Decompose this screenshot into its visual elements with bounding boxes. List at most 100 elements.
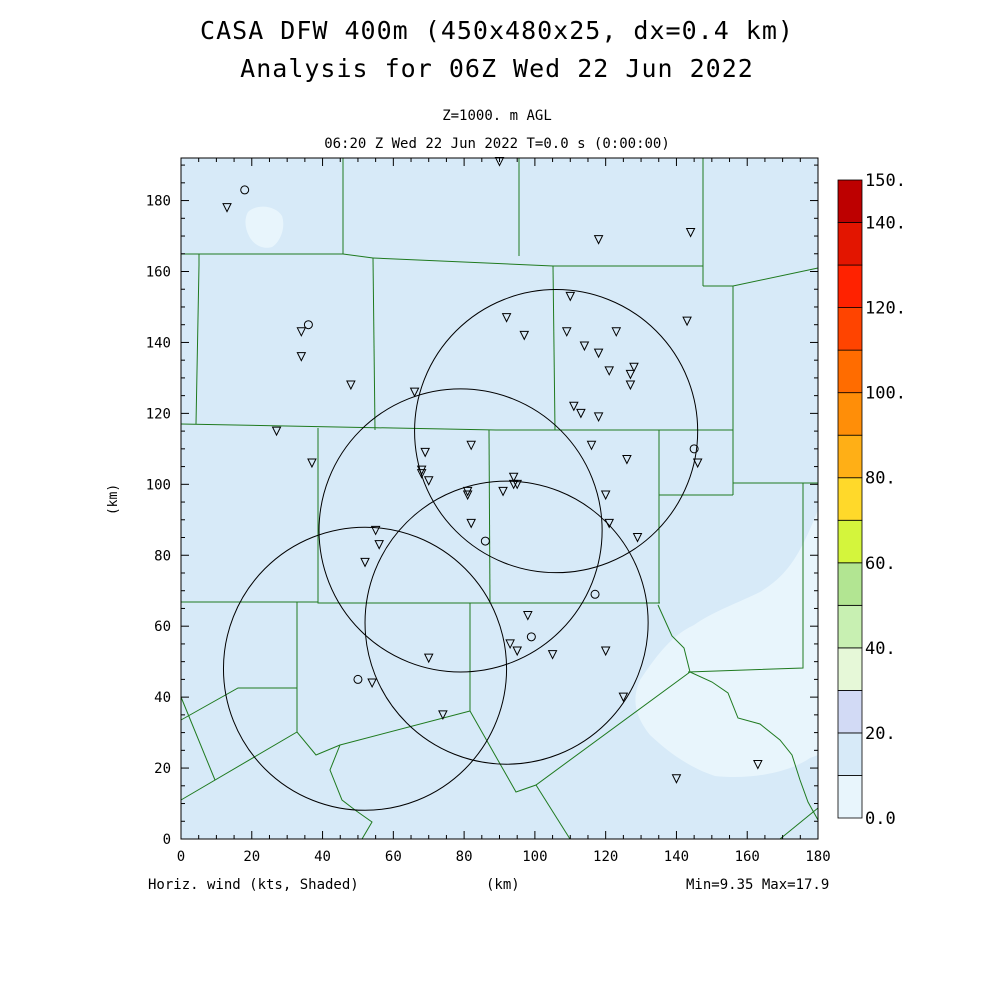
station-triangle-marker: [296, 327, 307, 337]
colorbar-bin: [837, 775, 863, 819]
level-label: Z=1000. m AGL: [442, 108, 552, 124]
y-tick-label: 180: [146, 194, 171, 210]
valid-time-label: 06:20 Z Wed 22 Jun 2022 T=0.0 s (0:00:00…: [324, 136, 670, 152]
station-triangle-marker: [307, 458, 317, 469]
min-max-label: Min=9.35 Max=17.9: [686, 877, 830, 893]
station-triangle-marker: [604, 518, 615, 529]
colorbar-label: 40.: [865, 639, 896, 659]
station-triangle-marker: [505, 639, 515, 650]
station-triangle-marker: [409, 387, 420, 398]
colorbar-bin: [837, 604, 863, 649]
station-circle-marker: [303, 320, 313, 330]
station-triangle-marker: [625, 369, 636, 380]
station-triangle-marker: [360, 557, 370, 568]
colorbar: 150. 140. 120. 100. 80. 60. 40. 20. 0.0: [837, 171, 906, 829]
colorbar-bin: [837, 732, 863, 776]
colorbar-label: 120.: [865, 299, 906, 319]
station-triangle-marker: [632, 533, 643, 543]
colorbar-bin: [837, 264, 863, 309]
station-triangle-marker: [565, 291, 576, 302]
main-title-line1: CASA DFW 400m (450x480x25, dx=0.4 km): [200, 16, 794, 45]
station-triangle-marker: [561, 327, 572, 337]
radar-ring: [222, 526, 508, 811]
station-triangle-marker: [370, 525, 381, 536]
colorbar-bin: [837, 647, 863, 691]
colorbar-label: 60.: [865, 554, 896, 574]
x-tick-label: 140: [664, 849, 689, 865]
colorbar-bin: [837, 562, 863, 606]
colorbar-bin: [837, 349, 863, 394]
colorbar-bin: [837, 222, 863, 266]
station-triangle-marker: [367, 678, 377, 689]
station-triangle-marker: [593, 235, 604, 245]
station-circle-marker: [240, 185, 250, 195]
colorbar-label: 20.: [865, 724, 896, 744]
colorbar-label: 0.0: [865, 809, 896, 829]
station-triangle-marker: [423, 653, 434, 664]
x-tick-label: 180: [805, 849, 830, 865]
station-circle-marker: [689, 444, 699, 454]
colorbar-bin: [837, 179, 863, 223]
station-triangle-marker: [600, 646, 611, 657]
station-triangle-marker: [753, 760, 763, 770]
station-triangle-marker: [466, 440, 476, 451]
station-circle-marker: [526, 632, 536, 642]
colorbar-bin: [837, 307, 863, 351]
station-triangle-marker: [271, 426, 282, 437]
station-triangle-marker: [586, 440, 597, 451]
station-triangle-marker: [685, 227, 696, 238]
station-triangle-marker: [438, 710, 448, 720]
y-axis-title: (km): [106, 483, 122, 516]
station-triangle-marker: [547, 650, 558, 660]
y-tick-label: 100: [146, 477, 171, 493]
station-triangle-marker: [374, 540, 384, 550]
colorbar-label: 140.: [865, 214, 906, 234]
station-triangle-marker: [593, 348, 604, 359]
station-triangle-marker: [498, 486, 508, 497]
station-triangle-marker: [462, 490, 473, 501]
radar-ring: [318, 388, 603, 673]
station-triangle-marker: [682, 316, 692, 327]
y-tick-label: 0: [163, 832, 171, 848]
x-tick-label: 60: [385, 849, 402, 865]
station-triangle-marker: [222, 203, 232, 213]
colorbar-bin: [837, 392, 863, 436]
x-tick-label: 160: [735, 849, 760, 865]
y-axis: 0 20 40 60 80 100 120 140 160 180: [146, 164, 818, 848]
y-tick-label: 60: [154, 619, 171, 635]
radar-ring: [364, 480, 649, 765]
station-triangle-marker: [416, 469, 427, 479]
station-triangle-marker: [420, 447, 430, 458]
station-triangle-marker: [604, 366, 615, 376]
x-axis: 0 20 40 60 80 100 120 140 160 180: [177, 158, 831, 865]
station-triangle-marker: [692, 458, 703, 469]
station-circle-marker: [480, 536, 490, 546]
station-triangle-marker: [508, 472, 519, 483]
station-triangle-marker: [512, 646, 523, 657]
light-wind-patch-northwest: [245, 206, 284, 248]
station-triangle-marker: [523, 611, 533, 621]
station-triangle-marker: [629, 362, 639, 373]
colorbar-bin: [837, 519, 863, 564]
station-triangle-marker: [346, 380, 356, 391]
colorbar-label: 100.: [865, 384, 906, 404]
x-tick-label: 120: [593, 849, 618, 865]
x-tick-label: 0: [177, 849, 185, 865]
county-boundaries: [180, 158, 819, 840]
x-tick-label: 40: [314, 849, 331, 865]
colorbar-label: 150.: [865, 171, 906, 191]
station-triangle-marker: [501, 313, 512, 323]
station-triangle-marker: [611, 327, 622, 337]
station-triangle-marker: [569, 401, 579, 412]
x-axis-title: (km): [486, 877, 520, 893]
y-tick-label: 20: [154, 761, 171, 777]
map-layer: [180, 157, 819, 840]
station-triangle-marker: [519, 330, 530, 341]
x-tick-label: 100: [522, 849, 547, 865]
radar-range-rings: [222, 289, 699, 811]
y-tick-label: 40: [154, 690, 171, 706]
station-triangle-marker: [618, 692, 629, 703]
y-tick-label: 140: [146, 335, 171, 351]
colorbar-bin: [837, 477, 863, 521]
